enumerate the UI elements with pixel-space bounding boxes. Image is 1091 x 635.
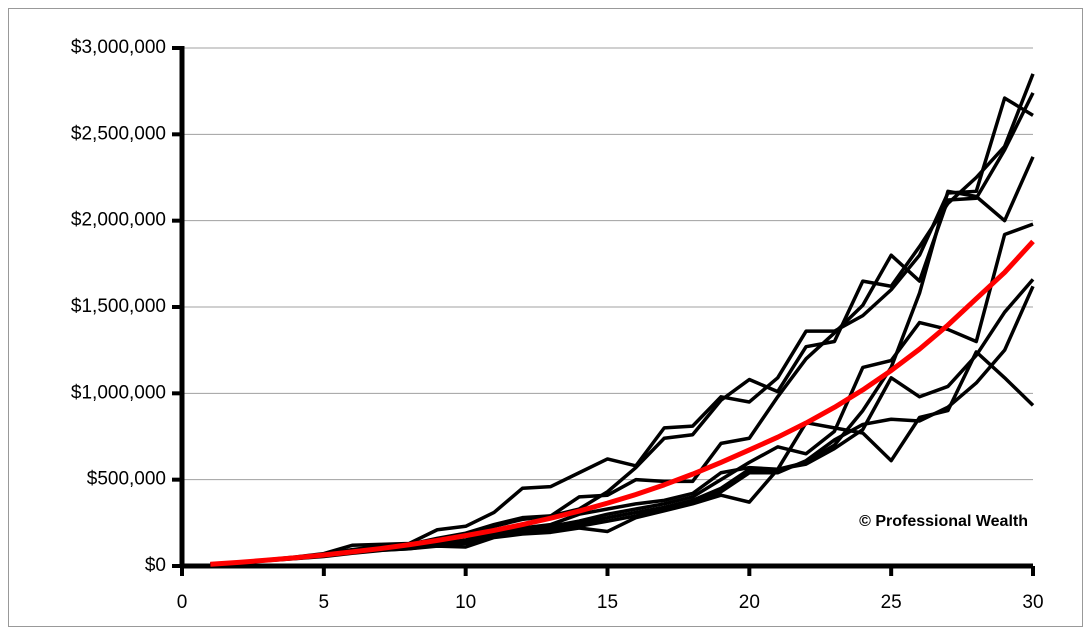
x-tick-label: 5 xyxy=(319,592,330,613)
series-line xyxy=(210,96,1034,567)
x-tick-label: 10 xyxy=(455,592,476,613)
x-tick-label: 15 xyxy=(597,592,618,613)
y-tick-label: $0 xyxy=(145,555,166,576)
x-tick-label: 25 xyxy=(881,592,902,613)
series-line xyxy=(210,239,1035,567)
y-tick-label: $1,500,000 xyxy=(71,296,166,317)
y-tick-label: $500,000 xyxy=(87,469,166,490)
x-tick-label: 30 xyxy=(1022,592,1043,613)
y-tick-label: $2,500,000 xyxy=(71,123,166,144)
x-tick-label: 20 xyxy=(739,592,760,613)
x-tick-label: 0 xyxy=(177,592,188,613)
y-tick-label: $1,000,000 xyxy=(71,382,166,403)
y-tick-label: $3,000,000 xyxy=(71,37,166,58)
annotation: © Professional Wealth xyxy=(859,513,1028,530)
y-tick-label: $2,000,000 xyxy=(71,210,166,231)
